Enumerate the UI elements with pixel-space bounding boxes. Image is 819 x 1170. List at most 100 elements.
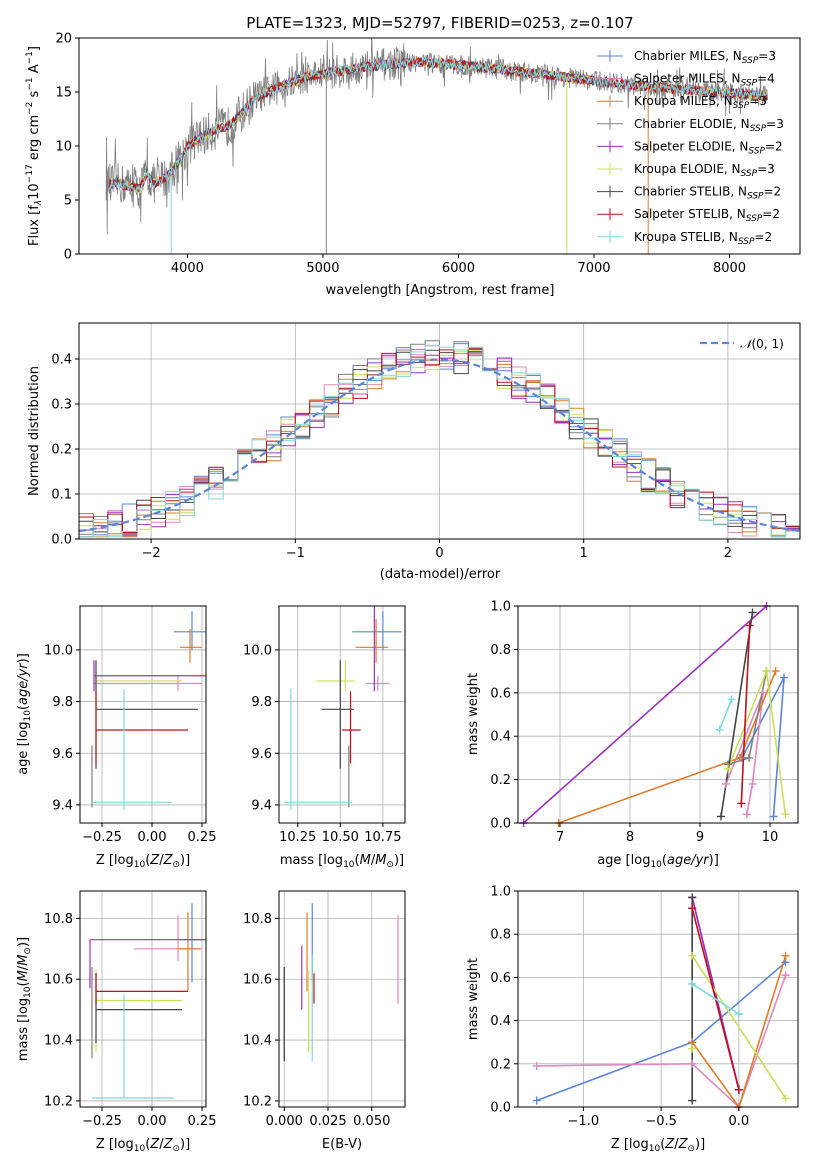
x-tick-label: 10 xyxy=(762,830,779,845)
x-tick-label: 6000 xyxy=(442,261,475,276)
figure-title: PLATE=1323, MJD=52797, FIBERID=0253, z=0… xyxy=(246,14,633,32)
x-axis-label: mass [log10(M/M⊙)] xyxy=(280,853,404,870)
legend-label: Chabrier ELODIE, NSSP=3 xyxy=(634,117,784,134)
legend-label: Salpeter STELIB, NSSP=2 xyxy=(634,207,780,224)
x-tick-label: 7 xyxy=(556,830,564,845)
plus-marker xyxy=(532,1096,541,1105)
x-tick-label: 0.00 xyxy=(138,830,167,845)
chart-weight_vs_Z: −1.0 −0.5 0.0 0.0 0.2 0.4 0.6 0.8 1.0 xyxy=(490,885,799,1129)
plus-marker xyxy=(769,812,778,821)
x-tick-label: 0.00 xyxy=(138,1114,167,1129)
plus-marker xyxy=(734,1010,743,1019)
y-tick-label: 0.6 xyxy=(490,686,511,701)
y-tick-label: 10.2 xyxy=(44,1094,73,1109)
y-tick-label: 0.3 xyxy=(51,398,72,413)
plus-marker xyxy=(781,1094,790,1103)
plus-marker xyxy=(688,979,697,988)
y-tick-label: 9.4 xyxy=(251,798,272,813)
y-tick-label: 0.1 xyxy=(51,488,72,503)
plus-marker xyxy=(748,779,757,788)
chart-age_vs_mass: 10.25 10.50 10.75 9.4 9.6 9.8 10.0 xyxy=(243,605,406,845)
series-line xyxy=(523,606,768,823)
y-tick-label: 1.0 xyxy=(490,600,511,615)
x-tick-label: 10.75 xyxy=(364,830,401,845)
y-axis-label: mass [log10(M/M⊙)] xyxy=(16,937,33,1061)
series-line xyxy=(740,625,751,804)
plus-marker xyxy=(745,621,754,630)
y-tick-label: 10.6 xyxy=(44,973,73,988)
x-axis-label: E(B-V) xyxy=(322,1137,362,1152)
plus-marker xyxy=(688,893,697,902)
axes-frame xyxy=(278,605,406,824)
plus-marker xyxy=(737,799,746,808)
y-tick-label: 0.8 xyxy=(490,928,511,943)
axes-frame xyxy=(278,890,406,1108)
x-tick-label: 8 xyxy=(626,830,634,845)
legend-label: Kroupa STELIB, NSSP=2 xyxy=(634,230,772,247)
plus-marker xyxy=(717,812,725,821)
y-tick-label: 10 xyxy=(55,140,72,155)
y-tick-label: 9.4 xyxy=(52,798,73,813)
axes-frame xyxy=(79,605,207,824)
y-tick-label: 9.6 xyxy=(251,747,272,762)
y-tick-label: 0.2 xyxy=(490,773,511,788)
x-tick-label: −0.25 xyxy=(82,830,122,845)
plus-marker xyxy=(735,753,744,762)
y-tick-label: 0.4 xyxy=(490,730,511,745)
x-tick-label: −0.25 xyxy=(82,1114,122,1129)
x-tick-label: −1 xyxy=(286,546,305,561)
x-tick-label: 5000 xyxy=(306,261,339,276)
x-tick-label: 10.50 xyxy=(322,830,359,845)
x-tick-label: 2 xyxy=(724,546,732,561)
x-tick-label: 0.000 xyxy=(266,1114,303,1129)
x-axis-label: (data-model)/error xyxy=(380,567,501,582)
series-spectrum-data xyxy=(105,38,768,235)
x-tick-label: 4000 xyxy=(171,261,204,276)
histogram-step xyxy=(79,344,800,538)
y-tick-label: 0.0 xyxy=(490,817,511,832)
plot-area xyxy=(283,903,399,1062)
legend: Chabrier MILES, NSSP=3 Salpeter MILES, NS… xyxy=(597,49,784,247)
chart-age_vs_Z: −0.25 0.00 0.25 9.4 9.6 9.8 10.0 xyxy=(44,605,216,845)
x-tick-label: 0 xyxy=(435,546,443,561)
series-line xyxy=(718,699,733,730)
y-axis-label: Normed distribution xyxy=(27,366,42,496)
legend-label: Chabrier STELIB, NSSP=2 xyxy=(634,185,781,202)
x-axis-label: Z [log10(Z/Z⊙)] xyxy=(96,1137,190,1154)
normal-reference-curve xyxy=(79,358,800,533)
series-line xyxy=(691,983,740,1015)
plot-area xyxy=(89,903,206,1099)
y-axis-label: Flux [fλ10−17 erg cm−2 s−1 A−1] xyxy=(25,46,44,246)
y-tick-label: 10.2 xyxy=(243,1094,272,1109)
plot-area xyxy=(91,611,206,811)
plus-marker xyxy=(688,1096,697,1105)
axes-frame xyxy=(79,890,207,1108)
axes-frame xyxy=(517,605,799,824)
x-axis-label: Z [log10(Z/Z⊙)] xyxy=(611,1137,705,1154)
y-tick-label: 10.0 xyxy=(243,643,272,658)
y-tick-label: 9.6 xyxy=(52,747,73,762)
x-axis-label: age [log10(age/yr)] xyxy=(597,853,719,870)
y-tick-label: 10.8 xyxy=(44,912,73,927)
y-tick-label: 0 xyxy=(64,248,72,263)
plus-marker xyxy=(532,1061,541,1070)
plus-marker xyxy=(742,810,751,819)
plot-area xyxy=(79,340,800,538)
x-tick-label: 8000 xyxy=(713,261,746,276)
y-tick-label: 0.4 xyxy=(490,1014,511,1029)
plus-marker xyxy=(721,779,730,788)
y-axis-label: mass weight xyxy=(466,958,481,1040)
x-tick-label: 0.050 xyxy=(353,1114,390,1129)
plus-marker xyxy=(734,1085,743,1094)
plus-marker xyxy=(781,810,790,819)
plus-marker xyxy=(748,608,757,617)
y-tick-label: 9.8 xyxy=(52,695,73,710)
x-tick-label: −2 xyxy=(142,546,161,561)
y-tick-label: 10.4 xyxy=(243,1034,272,1049)
legend-label: Chabrier MILES, NSSP=3 xyxy=(634,49,776,66)
series-line xyxy=(536,974,787,1107)
y-tick-label: 10.6 xyxy=(243,973,272,988)
plus-marker xyxy=(771,667,780,676)
chart-mass_vs_ebv: 0.000 0.025 0.050 10.2 10.4 10.6 10.8 xyxy=(243,890,406,1129)
plot-area xyxy=(536,897,787,1107)
